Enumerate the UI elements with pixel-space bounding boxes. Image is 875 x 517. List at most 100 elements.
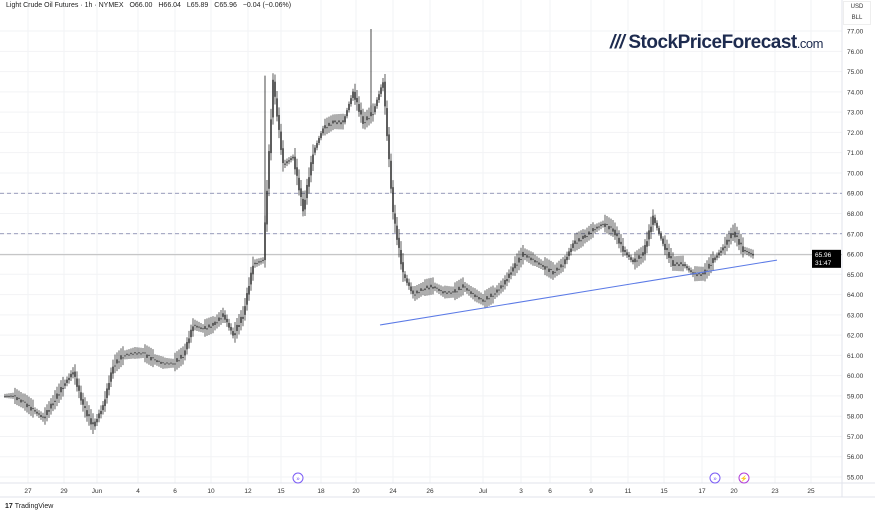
candle-body <box>350 98 352 105</box>
candle-body <box>256 263 258 265</box>
candle-body <box>650 226 652 233</box>
currency-selector[interactable]: USD BLL <box>843 1 871 25</box>
candle-body <box>702 272 704 275</box>
candle-body <box>106 388 108 398</box>
y-tick-label: 63.00 <box>847 312 864 319</box>
candle-body <box>340 122 342 125</box>
candle-body <box>708 263 710 269</box>
candle-body <box>504 280 506 285</box>
candle-body <box>148 354 150 356</box>
candle-body <box>510 272 512 275</box>
earnings-event-icon[interactable] <box>738 472 750 484</box>
candle-body <box>446 292 448 294</box>
candle-body <box>580 240 582 242</box>
economic-event-icon[interactable] <box>292 472 304 484</box>
candle-body <box>574 240 576 244</box>
candle-body <box>686 266 688 269</box>
candle-body <box>250 272 252 285</box>
candle-body <box>252 265 254 275</box>
candle-body <box>590 232 592 234</box>
candle-body <box>286 161 288 164</box>
candle-body <box>688 268 690 271</box>
y-tick-label: 64.00 <box>847 292 864 299</box>
candle-body <box>242 316 244 319</box>
candle-body <box>632 259 634 263</box>
candle-body <box>592 228 594 232</box>
tradingview-brand[interactable]: 17 TradingView <box>5 503 53 510</box>
candle-body <box>512 267 514 272</box>
candle-body <box>658 228 660 234</box>
candle-body <box>134 352 136 354</box>
candle-body <box>198 326 200 328</box>
candle-body <box>222 313 224 317</box>
candle-body <box>602 223 604 225</box>
candle-body <box>276 98 278 117</box>
candle-body <box>62 387 64 390</box>
symbol-title[interactable]: Light Crude Oil Futures · 1h · NYMEX <box>6 2 124 9</box>
candle-body <box>452 291 454 293</box>
y-tick-label: 58.00 <box>847 414 864 421</box>
candle-body <box>174 363 176 365</box>
candle-body <box>356 97 358 103</box>
candle-body <box>128 354 130 356</box>
candle-body <box>744 249 746 252</box>
candle-body <box>176 358 178 362</box>
candle-body <box>494 293 496 295</box>
candle-body <box>456 291 458 293</box>
candle-body <box>22 400 24 402</box>
candle-body <box>138 352 140 354</box>
economic-event-icon[interactable] <box>709 472 721 484</box>
candle-body <box>752 253 754 256</box>
candle-body <box>208 324 210 328</box>
candle-body <box>600 224 602 227</box>
candle-body <box>72 372 74 375</box>
candle-body <box>380 87 382 94</box>
candle-body <box>230 327 232 331</box>
x-tick-label: 15 <box>660 488 668 495</box>
stockpriceforecast-logo: ///StockPriceForecast.com <box>610 32 823 54</box>
candle-body <box>322 128 324 134</box>
candle-body <box>384 81 386 107</box>
x-tick-label: 20 <box>352 488 360 495</box>
candle-body <box>438 288 440 291</box>
candle-body <box>518 257 520 263</box>
candle-body <box>254 262 256 265</box>
candle-body <box>114 365 116 367</box>
candle-body <box>20 399 22 403</box>
candle-body <box>734 231 736 238</box>
candle-body <box>172 363 174 365</box>
candle-body <box>520 258 522 260</box>
candle-body <box>414 294 416 296</box>
y-tick-label: 61.00 <box>847 353 864 360</box>
candle-body <box>570 248 572 253</box>
candle-body <box>538 262 540 265</box>
candle-body <box>304 199 306 210</box>
candle-body <box>236 324 238 332</box>
trendline <box>379 259 778 326</box>
candle-body <box>96 418 98 423</box>
candle-body <box>546 266 548 268</box>
candle-body <box>118 361 120 363</box>
candle-body <box>668 252 670 258</box>
candle-body <box>306 184 308 199</box>
candle-body <box>442 291 444 294</box>
candle-body <box>32 408 34 410</box>
candle-body <box>94 421 96 427</box>
candle-body <box>12 395 14 397</box>
candle-body <box>58 394 60 396</box>
last-price-tag <box>812 249 841 268</box>
candle-body <box>486 296 488 300</box>
y-tick-label: 69.00 <box>847 191 864 198</box>
candle-body <box>562 265 564 267</box>
candle-body <box>234 333 236 336</box>
candle-body <box>320 133 322 139</box>
candle-body <box>332 120 334 124</box>
y-tick-label: 74.00 <box>847 89 864 96</box>
candle-body <box>66 379 68 383</box>
candle-body <box>406 278 408 283</box>
candle-body <box>674 264 676 266</box>
candle-body <box>182 357 184 359</box>
candle-body <box>278 114 280 130</box>
candle-body <box>150 357 152 361</box>
